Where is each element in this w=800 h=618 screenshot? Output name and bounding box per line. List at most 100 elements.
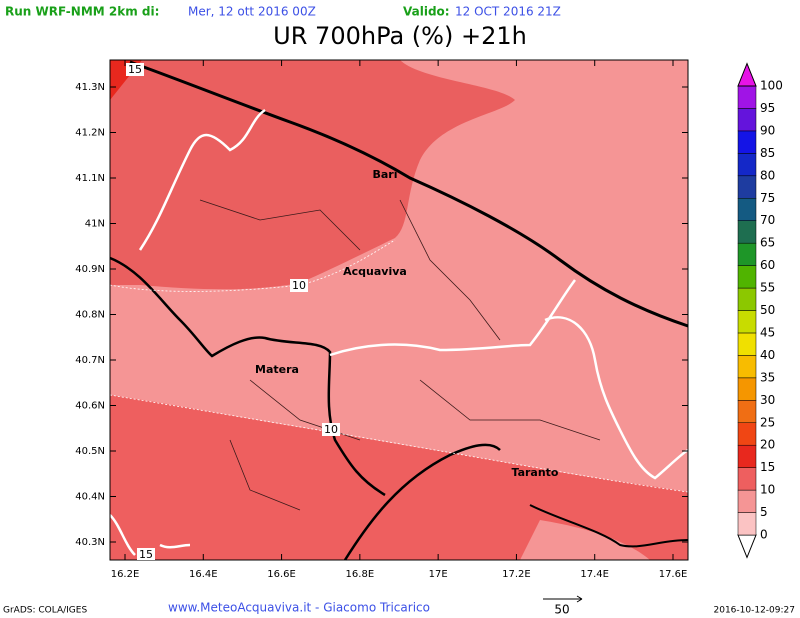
contour-label-bg	[322, 423, 340, 436]
region-border	[109, 256, 386, 497]
colorbar-label: 80	[760, 168, 775, 182]
colorbar-box	[737, 400, 757, 423]
colorbar-label: 75	[760, 191, 775, 205]
lat-label: 40.4N	[75, 492, 105, 503]
title: UR 700hPa (%) +21h	[273, 22, 527, 50]
region-border-white	[109, 514, 191, 556]
colorbar-label: 40	[760, 348, 775, 362]
colorbar-label: 55	[760, 281, 775, 295]
lon-label: 17.4E	[580, 569, 609, 580]
contour-label: 15	[128, 63, 142, 76]
lat-label: 41.2N	[75, 128, 105, 139]
colorbar-box	[737, 355, 757, 379]
axis-ticks: 41.3N 41.2N 41.1N 41N 40.9N 40.8N 40.7N 40.6N 40…	[75, 60, 688, 580]
contour-line	[109, 239, 689, 493]
colorbar-label: 60	[760, 258, 775, 272]
lon-label: 16.4E	[189, 569, 218, 580]
colorbar-box	[737, 444, 757, 468]
colorbar-label: 70	[760, 213, 775, 227]
colorbar-box	[737, 489, 757, 513]
lat-label: 40.7N	[75, 355, 105, 366]
colorbar-end	[737, 62, 757, 87]
scale-arrowhead	[576, 595, 583, 603]
colorbar-box	[737, 332, 757, 356]
colorbar-box	[737, 377, 757, 401]
city-label: Bari	[372, 168, 397, 181]
lon-label: 17.2E	[502, 569, 531, 580]
site-credit: www.MeteoAcquaviva.it - Giacomo Tricaric…	[168, 601, 430, 615]
lat-label: 40.8N	[75, 310, 105, 321]
lon-label: 16.6E	[267, 569, 296, 580]
labels: Bari Acquaviva Matera Taranto 15 10 10 1…	[126, 63, 559, 561]
colorbar-label: 90	[760, 123, 775, 137]
coastline-south	[529, 504, 689, 548]
colorbar-label: 95	[760, 101, 775, 115]
colorbar-box	[737, 153, 757, 177]
colorbar-box	[737, 198, 757, 221]
city-label: Acquaviva	[343, 265, 407, 278]
contour-label: 10	[292, 279, 306, 292]
lat-label: 40.9N	[75, 264, 105, 275]
valid-date: 12 OCT 2016 21Z	[455, 5, 561, 19]
colorbar-label: 50	[760, 303, 775, 317]
field-light	[110, 285, 140, 310]
valid-label: Valido:	[403, 5, 450, 19]
contour-label: 15	[139, 548, 153, 561]
colorbar-box	[737, 287, 757, 311]
contour-label-bg	[126, 63, 144, 76]
colorbar-end	[737, 534, 757, 559]
lat-label: 41.1N	[75, 173, 105, 184]
colorbar: 0 5 10 15 20 25 30 35 40 45 50 55 60 65 70 75 80 85 90 95 10…	[737, 62, 783, 559]
run-label: Run WRF-NMM 2km di:	[5, 5, 159, 19]
region-border-white	[329, 279, 689, 480]
contour-label-bg	[137, 548, 155, 560]
colorbar-label: 65	[760, 236, 775, 250]
map-frame	[109, 59, 689, 561]
lat-label: 40.5N	[75, 446, 105, 457]
colorbar-box	[737, 220, 757, 244]
lon-label: 17E	[429, 569, 448, 580]
arrow-scale: 50	[554, 603, 569, 617]
colorbar-box	[737, 108, 757, 132]
colorbar-label: 35	[760, 370, 775, 384]
colorbar-box	[737, 467, 757, 491]
lon-label: 16.8E	[346, 569, 375, 580]
field-dark	[110, 60, 515, 290]
colorbar-box	[737, 265, 757, 289]
colorbar-box	[737, 310, 757, 334]
coastline	[129, 60, 689, 328]
region-border-white	[138, 108, 266, 251]
colorbar-label: 45	[760, 325, 775, 339]
colorbar-label: 85	[760, 146, 775, 160]
colorbar-label: 30	[760, 393, 775, 407]
lat-label: 40.6N	[75, 401, 105, 412]
city-label: Taranto	[511, 466, 558, 479]
software-credit: GrADS: COLA/IGES	[3, 606, 87, 616]
colorbar-box	[737, 130, 757, 154]
colorbar-box	[737, 175, 757, 199]
lon-label: 17.6E	[659, 569, 688, 580]
gulf-coast	[343, 443, 501, 561]
colorbar-box	[737, 242, 757, 266]
lon-label: 16.2E	[111, 569, 140, 580]
lat-label: 40.3N	[75, 537, 105, 548]
colorbar-label: 25	[760, 415, 775, 429]
colorbar-label: 10	[760, 483, 775, 497]
colorbar-box	[737, 422, 757, 446]
map-field	[110, 60, 688, 560]
colorbar-label: 5	[760, 505, 768, 519]
boundaries	[109, 60, 689, 561]
colorbar-box	[737, 85, 757, 109]
run-date: Mer, 12 ott 2016 00Z	[188, 5, 316, 19]
city-label: Matera	[255, 363, 299, 376]
colorbar-label: 20	[760, 438, 775, 452]
municipal-borders	[199, 199, 601, 511]
colorbar-label: 15	[760, 460, 775, 474]
colorbar-box	[737, 512, 757, 536]
field-dark	[110, 395, 688, 560]
colorbar-label: 100	[760, 79, 783, 93]
lat-label: 41.3N	[75, 82, 105, 93]
colorbar-label: 0	[760, 528, 768, 542]
lat-label: 41N	[85, 219, 105, 230]
